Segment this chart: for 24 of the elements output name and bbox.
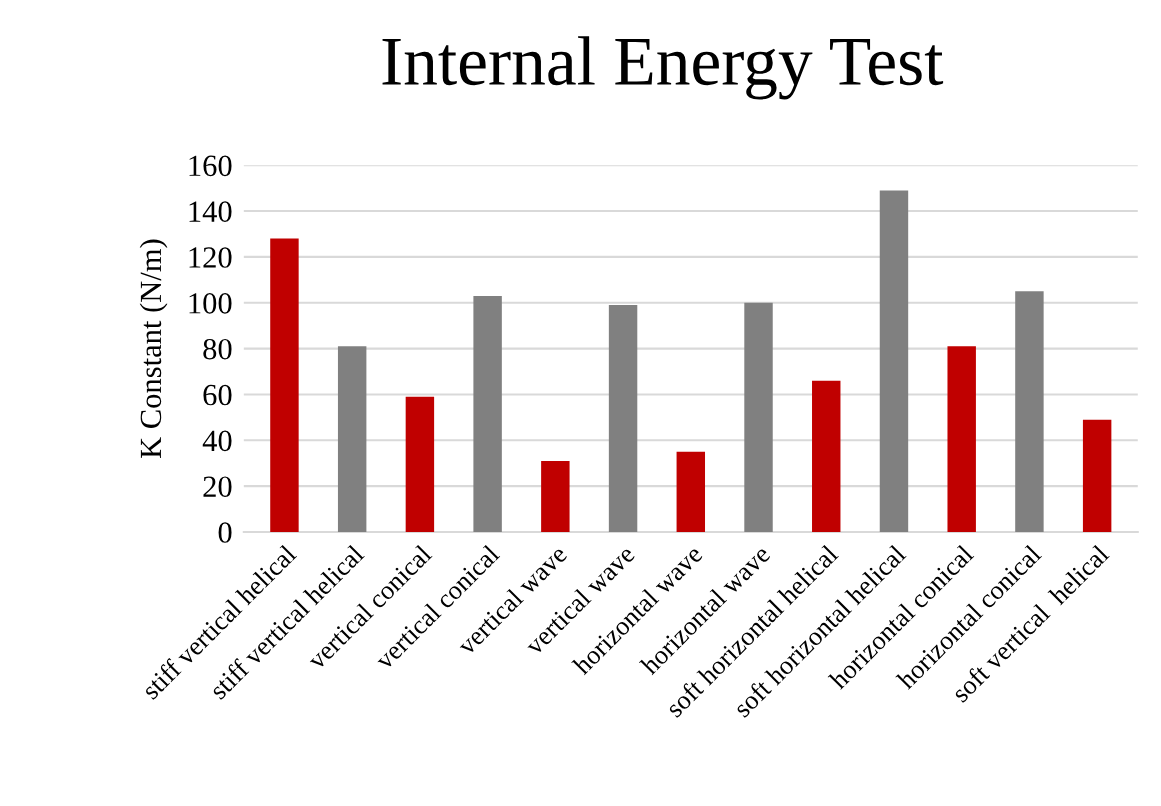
y-tick-label: 60 [203, 384, 232, 406]
y-tick-label: 160 [189, 155, 232, 177]
bar [676, 451, 706, 532]
y-tick-label: 120 [189, 247, 232, 268]
bar [879, 190, 909, 532]
bar [337, 346, 367, 532]
y-tick-label: 0 [218, 522, 232, 543]
bar [608, 305, 638, 532]
bar [405, 396, 435, 532]
y-tick-label: 40 [202, 430, 232, 452]
bar [947, 346, 976, 532]
y-tick-label: 20 [203, 476, 232, 498]
y-tick-label: 140 [189, 201, 232, 222]
chart-title: Internal Energy Test [382, 36, 944, 100]
bar [744, 302, 773, 532]
y-axis-title: K Constant (N/m) [139, 239, 168, 459]
bar [541, 460, 570, 532]
bar [1015, 291, 1044, 532]
y-tick-label: 100 [189, 293, 232, 314]
bar [270, 238, 299, 532]
bar [812, 380, 841, 532]
y-tick-label: 80 [203, 338, 232, 360]
bar [473, 295, 502, 532]
bar [1082, 419, 1112, 532]
